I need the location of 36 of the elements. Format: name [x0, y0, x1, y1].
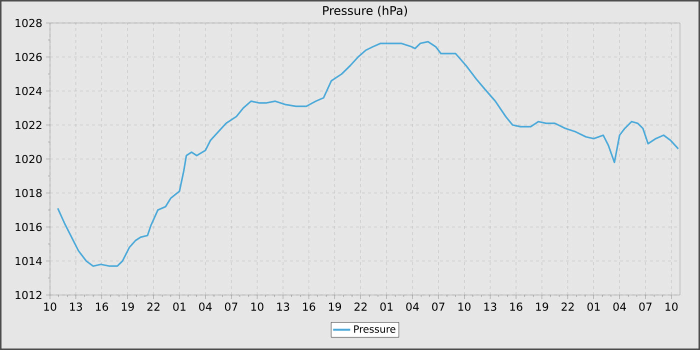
y-tick-label: 1012: [16, 290, 42, 300]
y-tick-label: 1026: [16, 52, 42, 62]
y-tick-label: 1022: [16, 120, 42, 130]
y-tick-label: 1028: [16, 18, 42, 28]
x-tick-label: 04: [613, 302, 626, 311]
x-tick-label: 07: [639, 302, 652, 311]
x-tick-label: 10: [458, 302, 471, 311]
x-tick-label: 13: [277, 302, 290, 311]
x-tick-label: 16: [510, 302, 522, 311]
x-tick-label: 07: [432, 302, 444, 311]
x-tick-label: 10: [44, 302, 56, 311]
y-tick-label: 1016: [16, 222, 42, 232]
x-tick-label: 19: [536, 302, 548, 311]
x-tick-label: 22: [562, 302, 574, 311]
x-tick-label: 13: [70, 302, 82, 311]
x-tick-label: 01: [173, 302, 186, 311]
x-tick-label: 22: [147, 302, 160, 311]
x-tick-label: 10: [666, 302, 678, 311]
chart-title: Pressure (hPa): [323, 6, 408, 16]
x-tick-label: 22: [354, 302, 367, 311]
x-tick-label: 04: [199, 302, 212, 311]
legend-label: Pressure: [354, 325, 396, 333]
y-tick-label: 1018: [16, 188, 42, 198]
x-tick-label: 19: [329, 302, 342, 311]
x-tick-label: 13: [484, 302, 496, 311]
x-tick-label: 16: [96, 302, 108, 311]
x-tick-label: 10: [251, 302, 264, 311]
y-tick-label: 1020: [16, 154, 42, 164]
x-tick-label: 01: [380, 302, 393, 311]
x-tick-label: 19: [122, 302, 134, 311]
x-tick-label: 04: [406, 302, 419, 311]
x-tick-label: 01: [587, 302, 600, 311]
y-tick-label: 1024: [16, 86, 42, 96]
x-tick-label: 16: [303, 302, 316, 311]
y-tick-label: 1014: [16, 256, 42, 266]
x-tick-label: 07: [224, 302, 238, 311]
